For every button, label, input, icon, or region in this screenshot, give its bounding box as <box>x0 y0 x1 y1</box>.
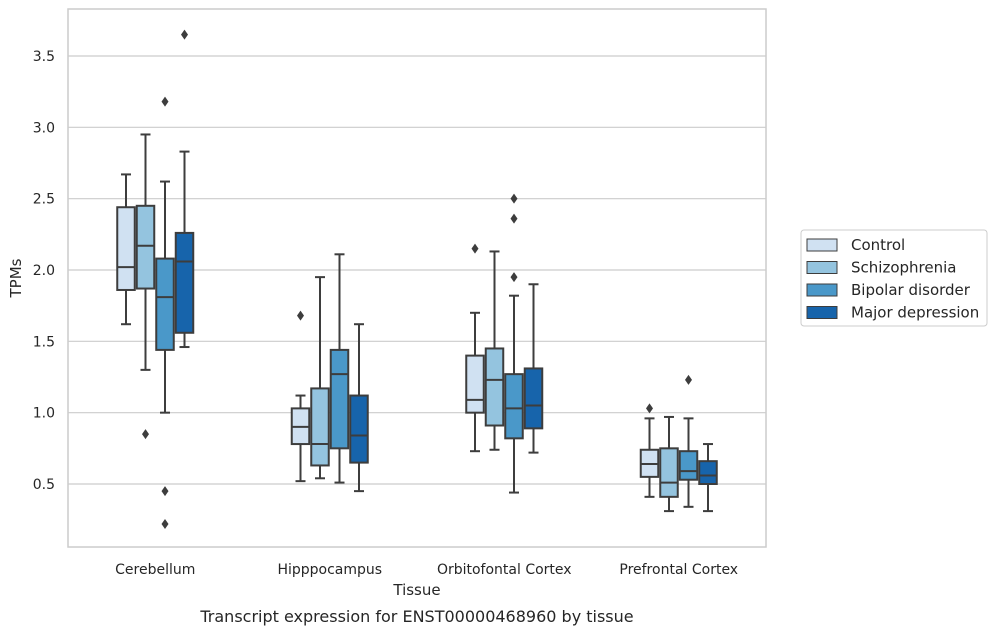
x-tick-label: Cerebellum <box>115 562 195 578</box>
box-body <box>155 257 175 351</box>
outlier-point <box>510 213 518 224</box>
legend-label: Schizophrenia <box>851 259 956 277</box>
legend-frame <box>800 229 988 327</box>
box-schizophrenia <box>484 250 505 451</box>
box-body <box>329 348 350 450</box>
outlier-point <box>181 29 188 40</box>
plot-boxes <box>116 29 718 529</box>
x-tick-label: Hipppocampus <box>277 562 382 578</box>
x-tick-label: Orbitofontal Cortex <box>437 562 572 578</box>
y-axis-title: TPMs <box>7 258 25 298</box>
box-major-depression <box>523 283 544 454</box>
legend-swatch <box>806 238 838 252</box>
box-control <box>465 243 485 453</box>
y-tick-label: 1.5 <box>33 334 55 350</box>
legend-label: Bipolar disorder <box>851 281 971 299</box>
y-tick-label: 0.5 <box>33 477 55 493</box>
legend-label: Control <box>851 236 905 254</box>
box-body <box>504 373 524 440</box>
box-schizophrenia <box>659 415 679 513</box>
box-control <box>290 310 311 483</box>
box-body <box>349 394 369 464</box>
box-body <box>310 387 330 467</box>
outlier-point <box>161 96 169 107</box>
box-major-depression <box>698 443 718 513</box>
chart-caption: Transcript expression for ENST0000046896… <box>199 607 633 626</box>
outlier-point <box>161 486 169 497</box>
box-body <box>116 206 136 291</box>
y-tick-labels: 0.5 1.0 1.5 2.0 2.5 3.0 3.5 <box>33 49 55 493</box>
box-bipolar-disorder <box>504 193 524 494</box>
box-body <box>174 231 195 334</box>
outlier-point <box>142 429 149 440</box>
legend-label: Major depression <box>851 304 979 322</box>
box-major-depression <box>349 323 369 493</box>
x-axis-title: Tissue <box>392 581 440 599</box>
legend: Control Schizophrenia Bipolar disorder Majo… <box>800 229 988 327</box>
box-body <box>678 450 699 481</box>
box-control <box>116 173 136 326</box>
legend-swatch <box>806 306 838 319</box>
outlier-point <box>471 243 479 254</box>
y-tick-label: 3.0 <box>33 120 55 136</box>
plot-frame <box>67 8 767 548</box>
box-body <box>484 347 505 427</box>
box-major-depression <box>174 29 195 349</box>
outlier-point <box>646 403 653 414</box>
x-tick-label: Prefrontal Cortex <box>619 562 738 578</box>
outlier-point <box>510 193 518 204</box>
box-schizophrenia <box>135 133 156 440</box>
legend-swatch <box>806 261 838 274</box>
outlier-point <box>510 272 518 283</box>
legend-swatch <box>806 283 838 297</box>
box-body <box>135 204 156 290</box>
box-body <box>523 367 544 430</box>
x-tick-labels: Cerebellum Hipppocampus Orbitofontal Corte… <box>115 562 738 578</box>
box-body <box>698 460 718 486</box>
y-tick-label: 2.0 <box>33 263 55 279</box>
y-tick-label: 3.5 <box>33 49 55 65</box>
box-body <box>659 447 679 498</box>
box-bipolar-disorder <box>155 96 175 529</box>
y-tick-label: 1.0 <box>33 406 55 422</box>
box-body <box>465 354 485 414</box>
outlier-point <box>685 374 692 385</box>
box-bipolar-disorder <box>678 374 699 508</box>
box-control <box>639 403 660 498</box>
box-schizophrenia <box>310 276 330 480</box>
y-tick-label: 2.5 <box>33 192 55 208</box>
outlier-point <box>297 310 304 321</box>
box-bipolar-disorder <box>329 253 350 484</box>
outlier-point <box>161 518 169 529</box>
